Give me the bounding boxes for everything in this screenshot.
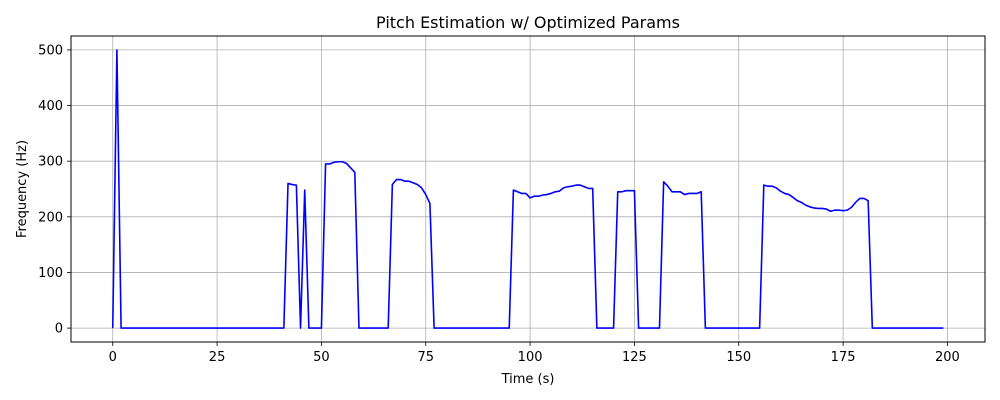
pitch-series-line [111, 49, 944, 329]
y-tick-label: 200 [38, 210, 63, 225]
x-tick-label: 200 [935, 350, 960, 365]
x-tick-label: 175 [831, 350, 856, 365]
y-tick-label: 500 [38, 43, 63, 58]
y-axis: 0 100 200 300 400 500 [38, 43, 71, 337]
plot-frame [70, 35, 986, 343]
grid [71, 36, 985, 342]
y-tick-label: 400 [38, 99, 63, 114]
y-tick-label: 100 [38, 266, 63, 281]
x-tick-label: 50 [313, 350, 330, 365]
x-axis-label: Time (s) [501, 372, 555, 387]
x-tick-label: 0 [109, 350, 117, 365]
chart-title: Pitch Estimation w/ Optimized Params [376, 13, 680, 32]
y-tick-label: 0 [55, 322, 63, 337]
x-tick-label: 150 [726, 350, 751, 365]
x-tick-label: 75 [417, 350, 434, 365]
y-tick-label: 300 [38, 155, 63, 170]
series-group [111, 49, 944, 329]
x-tick-label: 100 [518, 350, 543, 365]
x-tick-label: 25 [209, 350, 226, 365]
x-tick-label: 125 [622, 350, 647, 365]
x-axis: 0 25 50 75 100 125 150 175 200 [109, 342, 960, 365]
y-axis-label: Frequency (Hz) [15, 140, 30, 238]
